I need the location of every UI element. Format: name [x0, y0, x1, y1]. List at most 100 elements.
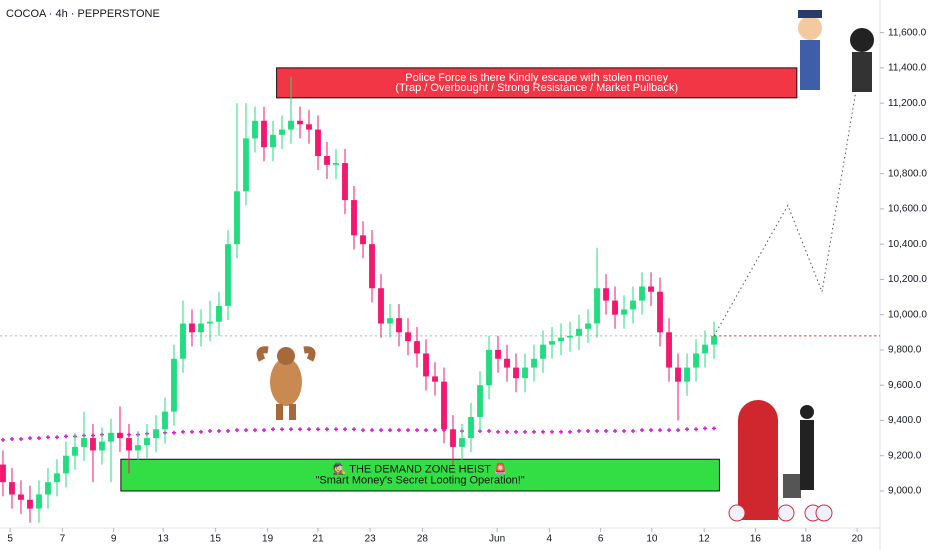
- candle-body: [423, 353, 429, 377]
- candle-body: [450, 429, 456, 447]
- x-tick-label: 28: [417, 534, 429, 545]
- y-tick-label: 10,200.0: [888, 274, 927, 285]
- indicator-marker: [514, 429, 519, 434]
- indicator-marker: [324, 427, 329, 432]
- indicator-marker: [433, 428, 438, 433]
- indicator-marker: [397, 428, 402, 433]
- candle-body: [108, 432, 114, 442]
- candle-body: [657, 291, 663, 333]
- y-tick-label: 11,000.0: [888, 133, 927, 144]
- indicator-marker: [613, 429, 618, 434]
- y-tick-label: 9,000.0: [888, 486, 922, 497]
- indicator-marker: [360, 428, 365, 433]
- indicator-marker: [415, 428, 420, 433]
- indicator-marker: [243, 428, 248, 433]
- indicator-marker: [496, 429, 501, 434]
- indicator-marker: [306, 427, 311, 432]
- indicator-marker: [388, 428, 393, 433]
- y-tick-label: 9,600.0: [888, 380, 922, 391]
- candle-body: [612, 300, 618, 315]
- indicator-marker: [676, 428, 681, 433]
- candle-body: [603, 288, 609, 301]
- candle-body: [234, 191, 240, 245]
- indicator-marker: [532, 429, 537, 434]
- projection-path: [713, 94, 856, 337]
- candle-body: [288, 120, 294, 130]
- indicator-marker: [45, 435, 50, 440]
- y-tick-label: 10,800.0: [888, 168, 927, 179]
- indicator-marker: [261, 428, 266, 433]
- candle-body: [189, 323, 195, 333]
- candle-body: [360, 235, 366, 245]
- police-thief-figure: [798, 10, 874, 92]
- candle-body: [441, 381, 447, 430]
- vault-door-figure: [728, 400, 833, 522]
- candle-body: [342, 163, 348, 201]
- annotation-box: [276, 67, 798, 99]
- indicator-marker: [550, 429, 555, 434]
- indicator-marker: [379, 428, 383, 433]
- candle-body: [45, 482, 51, 495]
- candle-body: [162, 411, 168, 430]
- candle-body: [549, 341, 555, 345]
- candle-body: [459, 438, 465, 447]
- candle-body: [90, 438, 96, 451]
- candle-body: [324, 156, 330, 165]
- candle-body: [594, 288, 600, 324]
- indicator-marker: [279, 427, 284, 432]
- y-tick-label: 10,400.0: [888, 239, 927, 250]
- indicator-marker: [640, 428, 645, 433]
- candle-body: [666, 332, 672, 368]
- candle-body: [630, 300, 636, 310]
- x-tick-label: 13: [158, 534, 170, 545]
- candle-body: [81, 438, 87, 447]
- candle-body: [648, 286, 654, 292]
- x-tick-label: 5: [7, 534, 13, 545]
- chart-title: COCOA · 4h · PEPPERSTONE: [6, 8, 160, 20]
- candle-body: [207, 321, 213, 324]
- candle-body: [405, 332, 411, 342]
- annotation-box: [120, 458, 720, 492]
- candle-body: [540, 344, 546, 359]
- x-tick-label: 4: [547, 534, 553, 545]
- annotation-text: "Smart Money's Secret Looting Operation!…: [316, 474, 525, 486]
- candle-body: [702, 344, 708, 354]
- bull-figure: [256, 346, 316, 420]
- candle-body: [99, 441, 105, 451]
- x-tick-label: 15: [210, 534, 222, 545]
- indicator-marker: [252, 428, 257, 433]
- indicator-marker: [18, 436, 23, 441]
- candle-body: [531, 358, 537, 368]
- x-tick-label: 21: [312, 534, 324, 545]
- indicator-marker: [424, 428, 429, 433]
- indicator-marker: [712, 426, 717, 431]
- indicator-marker: [541, 429, 546, 434]
- candle-body: [513, 367, 519, 379]
- indicator-marker: [622, 429, 627, 434]
- x-tick-label: 16: [750, 534, 762, 545]
- indicator-marker: [559, 429, 564, 434]
- y-tick-label: 10,000.0: [888, 309, 927, 320]
- candle-body: [306, 124, 312, 130]
- indicator-marker: [505, 429, 510, 434]
- candle-body: [225, 244, 231, 306]
- candle-body: [243, 138, 249, 192]
- indicator-marker: [658, 428, 663, 433]
- candle-body: [279, 129, 285, 135]
- candle-body: [27, 499, 33, 509]
- x-tick-label: Jun: [489, 534, 505, 545]
- indicator-marker: [694, 427, 699, 432]
- candle-body: [36, 494, 42, 509]
- indicator-marker: [577, 429, 582, 434]
- candle-body: [0, 464, 6, 483]
- candle-body: [153, 429, 159, 439]
- indicator-marker: [604, 429, 609, 434]
- candle-body: [468, 416, 474, 439]
- indicator-marker: [703, 426, 708, 431]
- indicator-marker: [180, 429, 185, 434]
- y-tick-label: 10,600.0: [888, 204, 927, 215]
- candle-body: [684, 367, 690, 382]
- candle-body: [567, 335, 573, 338]
- candle-body: [117, 432, 123, 439]
